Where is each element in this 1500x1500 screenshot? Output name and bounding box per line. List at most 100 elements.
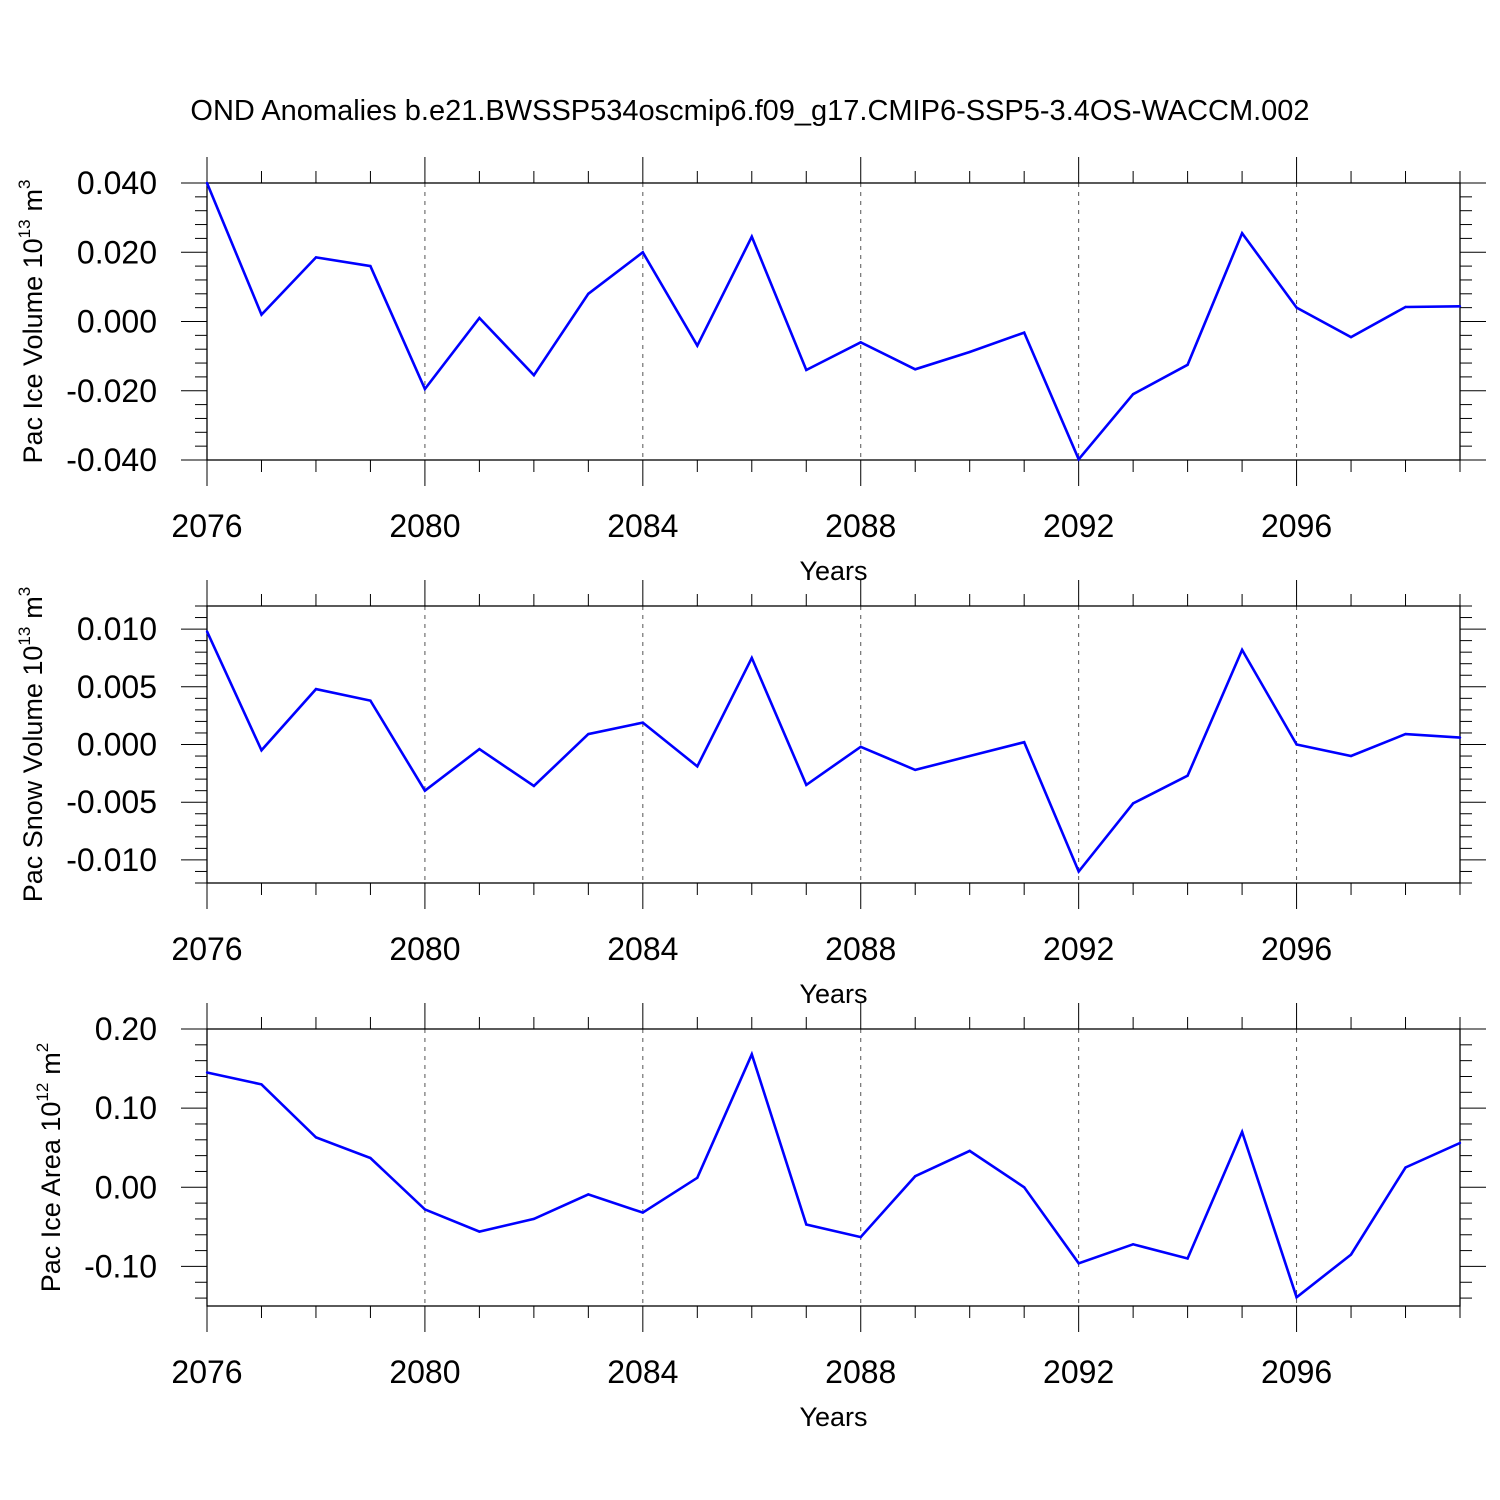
panel-2-data-point [478, 747, 481, 751]
panel-1-xtick-label: 2092 [1043, 508, 1114, 544]
panel-3-xtick-label: 2088 [825, 1354, 896, 1390]
panel-1-ytick-label: 0.020 [77, 234, 157, 270]
panel-3-ytick-label: 0.00 [95, 1169, 157, 1205]
panel-1-ytick-label: -0.020 [66, 373, 157, 409]
panel-1-data-point [423, 387, 427, 391]
panel-3-data-point [1077, 1262, 1080, 1265]
panel-3-data-point [1349, 1253, 1353, 1256]
panel-2-data-point [696, 765, 699, 768]
panel-2-data-point [805, 783, 808, 787]
panel-3-data-point [968, 1149, 971, 1153]
panel-3-data-point [314, 1136, 318, 1139]
panel-2-data-point [1077, 870, 1080, 873]
panel-1-data-point [750, 235, 753, 238]
panel-1-xtick-label: 2096 [1261, 508, 1332, 544]
panel-1-data-point [1349, 335, 1353, 339]
panel-2-ytick-label: 0.005 [77, 669, 157, 705]
panel-1-data-point [968, 350, 971, 354]
panel-2-series-line [205, 630, 1461, 875]
panel-3-xlabel: Years [799, 1402, 867, 1432]
panel-1-data-point [587, 292, 590, 295]
panel-2-data-point [1186, 774, 1189, 777]
panel-1: 2076 2080 2084 2088 2092 2096 0.040 0.020 0.000 -… [15, 157, 1486, 586]
panel-1-data-point [1022, 331, 1026, 334]
panel-3-xtick-label: 2096 [1261, 1354, 1332, 1390]
panel-2-data-point [914, 768, 917, 772]
panel-2-data-point [314, 687, 318, 691]
panel-2-data-point [1131, 802, 1135, 805]
panel-1-data-point [532, 373, 536, 377]
panel-1-xtick-label: 2088 [825, 508, 896, 544]
panel-2-data-point [587, 732, 590, 736]
panel-3-data-point [423, 1208, 427, 1211]
panel-1-xtick-label: 2076 [171, 508, 242, 544]
panel-3-ytick-label: 0.10 [95, 1090, 157, 1126]
panel-3-xtick-label: 2080 [389, 1354, 460, 1390]
panel-2-xlabel: Years [799, 979, 867, 1009]
panel-2-ytick-label: -0.005 [66, 784, 157, 820]
panel-2-data-point [369, 699, 372, 702]
panel-2-ytick-label: 0.000 [77, 727, 157, 763]
panel-1-data-point [205, 181, 209, 185]
panel-3-xtick-label: 2084 [607, 1354, 678, 1390]
panel-2-data-point [532, 784, 536, 788]
panel-2-data-point [1404, 732, 1407, 736]
panel-1-xtick-label: 2080 [389, 508, 460, 544]
panel-3-xtick-label: 2076 [171, 1354, 242, 1390]
panel-3-data-point [587, 1193, 590, 1196]
panel-3-data-point [1295, 1296, 1298, 1299]
panel-1-data-point [1404, 305, 1407, 309]
panel-1-data-point [641, 251, 645, 254]
panel-2-ytick-label: 0.010 [77, 611, 157, 647]
panel-3-ytick-label: -0.10 [84, 1248, 157, 1284]
panel-2-data-point [750, 656, 753, 660]
panel-2-data-point [1240, 648, 1244, 652]
panel-3-frame [206, 1028, 1461, 1307]
panel-3-data-point [532, 1217, 536, 1221]
panel-2-data-point [1295, 743, 1298, 746]
panel-2-data-point [859, 745, 862, 749]
panel-1-data-point [314, 256, 318, 259]
panel-3-data-point [1131, 1243, 1135, 1246]
panel-2-data-point [205, 630, 209, 633]
panel-1-data-point [478, 316, 481, 320]
panel-2-xtick-label: 2080 [389, 931, 460, 967]
panel-3-data-point [478, 1230, 481, 1233]
panel-2-data-point [968, 754, 971, 758]
panel-2-data-point [1349, 754, 1353, 758]
panel-1-data-point [1186, 363, 1189, 366]
panel-3-data-point [805, 1223, 808, 1226]
panel-1-ytick-label: 0.040 [77, 165, 157, 201]
panel-3-ytick-label: 0.20 [95, 1011, 157, 1047]
chart-title: OND Anomalies b.e21.BWSSP534oscmip6.f09_… [190, 95, 1309, 127]
panel-1-ytick-label: 0.000 [77, 304, 157, 340]
panel-3-data-point [205, 1071, 209, 1074]
panel-3-data-point [1404, 1166, 1407, 1169]
panel-1-data-point [859, 341, 862, 344]
panel-1-xtick-label: 2084 [607, 508, 678, 544]
panel-2-ylabel: Pac Snow Volume 1013m3 [15, 587, 48, 903]
panel-3-data-point [696, 1176, 699, 1179]
panels: 2076 2080 2084 2088 2092 2096 0.040 0.020 0.000 -… [15, 157, 1486, 1432]
panel-3-xtick-label: 2092 [1043, 1354, 1114, 1390]
panel-2-data-point [1022, 740, 1026, 744]
panel-1-data-point [805, 368, 808, 372]
panel-1-data-point [696, 344, 699, 347]
panel-3-data-point [260, 1083, 263, 1086]
panel-3-data-point [1458, 1141, 1462, 1145]
panel-3-data-point [1240, 1130, 1244, 1134]
panel-3-ylabel: Pac Ice Area 1012m2 [33, 1043, 66, 1293]
panel-1-ylabel: Pac Ice Volume 1013m3 [15, 179, 48, 463]
panel-3-data-point [369, 1156, 372, 1160]
panel-1-data-point [1458, 305, 1462, 308]
panel-3: 2076 2080 2084 2088 2092 2096 0.20 0.10 0.00 -0.1… [33, 1003, 1486, 1432]
panel-1-data-point [1240, 232, 1244, 235]
panel-1-data-point [914, 368, 917, 371]
panel-3-data-point [641, 1211, 645, 1214]
panel-2-xtick-label: 2092 [1043, 931, 1114, 967]
panel-1-data-point [1295, 306, 1298, 309]
panel-1-xlabel: Years [799, 556, 867, 586]
panel-2-xtick-label: 2096 [1261, 931, 1332, 967]
panel-1-data-point [1131, 393, 1135, 396]
